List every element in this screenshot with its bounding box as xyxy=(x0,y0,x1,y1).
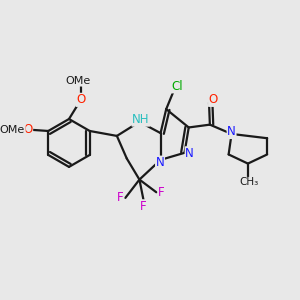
Text: N: N xyxy=(227,125,236,139)
Text: N: N xyxy=(185,147,194,160)
Text: F: F xyxy=(140,200,147,213)
Text: F: F xyxy=(158,186,165,199)
Text: NH: NH xyxy=(132,113,150,126)
Text: O: O xyxy=(208,93,218,106)
Text: CH₃: CH₃ xyxy=(240,178,259,188)
Text: N: N xyxy=(156,156,164,169)
Text: O: O xyxy=(76,93,86,106)
Text: OMe: OMe xyxy=(65,76,91,86)
Text: Cl: Cl xyxy=(171,80,183,93)
Text: F: F xyxy=(117,190,124,204)
Text: O: O xyxy=(23,123,33,136)
Text: OMe: OMe xyxy=(0,124,25,135)
